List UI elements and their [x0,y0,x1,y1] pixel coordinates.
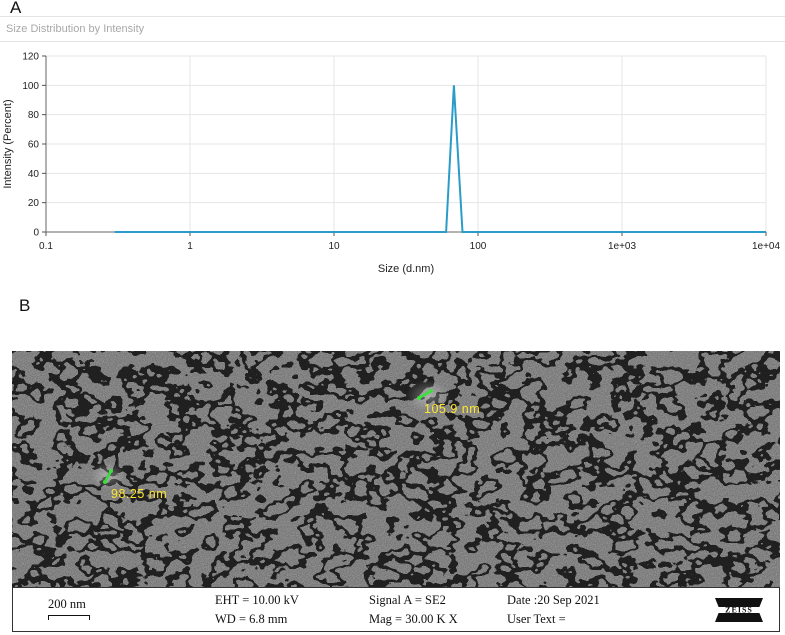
eht-value: EHT = 10.00 kV [215,593,299,607]
y-tick-label: 80 [28,110,40,121]
signal-value: Signal A = SE2 [369,593,446,607]
scale-bar [48,615,90,620]
mag-value: Mag = 30.00 K X [369,612,458,626]
panel-b-label: B [19,296,31,315]
sem-micrograph: 105.9 nm 98.25 nm [12,351,780,587]
date-value: Date :20 Sep 2021 [507,593,600,607]
y-tick-label: 60 [28,140,40,151]
measurement-marker-2 [103,469,113,484]
annotation-105-9: 105.9 nm [424,402,481,416]
zeiss-logo: ZEISS [713,592,765,628]
y-tick-label: 20 [28,198,40,209]
measurement-marker-1 [417,389,433,400]
y-tick-label: 0 [33,228,39,239]
x-tick-label: 1e+04 [752,241,781,252]
chart-plot-area: 0.1 1 10 100 1e+03 1e+04 0 20 40 60 80 100 120 Size … [2,52,781,276]
intensity-series-line [114,85,766,233]
x-axis-label: Size (d.nm) [378,263,434,275]
y-tick-label: 120 [22,52,39,63]
y-axis-label: Intensity (Percent) [2,99,14,188]
svg-text:ZEISS: ZEISS [725,606,753,615]
panel-a-label: A [10,0,22,17]
user-text-value: User Text = [507,612,566,626]
x-tick-label: 100 [470,241,487,252]
annotation-98-25: 98.25 nm [111,487,168,501]
y-tick-label: 100 [22,81,39,92]
x-tick-label: 0.1 [39,241,53,252]
y-tick-label: 40 [28,169,40,180]
size-distribution-chart: Size Distribution by Intensity 0.1 1 10 100… [0,0,785,292]
wd-value: WD = 6.8 mm [215,612,288,626]
chart-title-divider [0,41,785,42]
chart-title: Size Distribution by Intensity [6,23,145,35]
scale-bar-label: 200 nm [48,597,86,611]
x-tick-label: 10 [328,241,340,252]
sem-texture [12,351,780,587]
sem-info-bar: 200 nm EHT = 10.00 kV WD = 6.8 mm Signal… [12,587,780,632]
x-tick-label: 1e+03 [608,241,637,252]
x-tick-label: 1 [187,241,193,252]
chart-top-divider [0,16,785,17]
